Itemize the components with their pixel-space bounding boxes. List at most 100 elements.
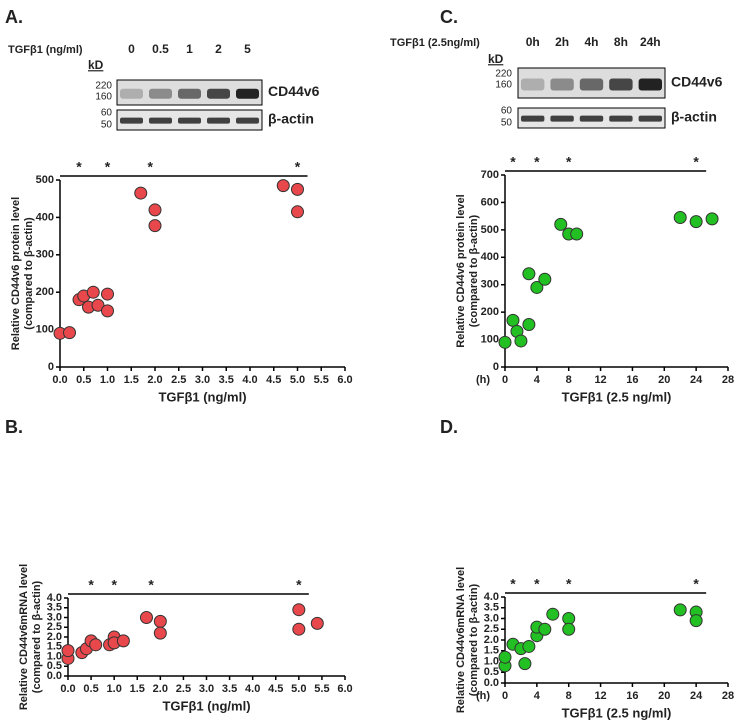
x-tick-label: 5.5 — [314, 374, 329, 386]
y-tick-label: 2.5 — [484, 623, 499, 635]
band — [149, 117, 172, 124]
x-tick-label: 1.0 — [100, 374, 115, 386]
y-tick-label: 1.5 — [47, 641, 62, 653]
y-tick-label: 3.0 — [484, 612, 499, 624]
data-point — [134, 186, 148, 200]
y-tick-label: 3.5 — [484, 602, 499, 614]
x-tick-label: 3.5 — [219, 374, 234, 386]
data-point — [148, 203, 162, 217]
band — [521, 78, 545, 91]
protein-label: β-actin — [268, 111, 314, 127]
significance-star: * — [693, 154, 699, 170]
marker-label: 220 — [495, 69, 512, 80]
x-tick-label: 4.0 — [242, 374, 257, 386]
marker-label: 50 — [501, 118, 513, 129]
x-axis-title: TGFβ1 (2.5 ng/ml) — [562, 705, 672, 720]
data-point — [705, 212, 719, 226]
significance-star: * — [510, 154, 516, 170]
data-point — [673, 603, 687, 617]
protein-label: β-actin — [671, 109, 717, 125]
band — [178, 117, 201, 124]
x-tick-label: 8 — [566, 690, 572, 702]
x-tick-label: 4.0 — [245, 683, 260, 695]
y-tick-label: 1.5 — [484, 645, 499, 657]
unit-label: kD — [488, 52, 504, 66]
x-unit-label: (h) — [476, 690, 490, 702]
data-point — [153, 614, 167, 628]
significance-star: * — [534, 154, 540, 170]
x-tick-label: 2.5 — [176, 683, 191, 695]
x-tick-label: 5.5 — [314, 683, 329, 695]
y-tick-label: 200 — [481, 306, 499, 318]
y-tick-label: 2.5 — [47, 621, 62, 633]
y-tick-label: 4.0 — [484, 591, 499, 603]
x-tick-label: 2.0 — [147, 374, 162, 386]
x-tick-label: 0.5 — [83, 683, 98, 695]
panel-label: A. — [5, 7, 23, 27]
band — [521, 115, 545, 122]
y-tick-label: 600 — [481, 196, 499, 208]
data-point — [101, 304, 114, 318]
y-tick-label: 2.0 — [47, 631, 62, 643]
x-tick-label: 1.5 — [124, 374, 139, 386]
x-tick-label: 2.5 — [171, 374, 186, 386]
panel-label: B. — [5, 417, 23, 437]
panel-label: D. — [440, 417, 458, 437]
band — [609, 115, 633, 122]
band — [236, 117, 259, 124]
x-tick-label: 3.0 — [199, 683, 214, 695]
y-tick-label: 0.0 — [484, 677, 499, 689]
data-point — [139, 611, 153, 624]
band — [178, 88, 201, 99]
significance-star: * — [148, 577, 154, 593]
y-axis-title: (compared to β-actin) — [31, 580, 43, 693]
x-tick-label: 0.0 — [52, 374, 67, 386]
y-tick-label: 2.0 — [484, 634, 499, 646]
data-point — [276, 179, 290, 193]
x-tick-label: 4 — [534, 374, 541, 386]
band — [236, 88, 259, 99]
data-point — [291, 205, 304, 219]
lane-label: 5 — [244, 42, 251, 56]
data-point — [292, 603, 306, 617]
y-axis-title: (compared to β-actin) — [468, 583, 480, 696]
data-point — [153, 626, 167, 640]
data-point — [562, 622, 576, 636]
x-tick-label: 6.0 — [337, 683, 352, 695]
y-tick-label: 700 — [481, 169, 499, 181]
data-point — [554, 217, 568, 231]
x-tick-label: 5.0 — [290, 374, 305, 386]
x-tick-label: 0.0 — [60, 683, 75, 695]
y-tick-label: 100 — [481, 333, 499, 345]
x-tick-label: 6.0 — [337, 374, 352, 386]
lane-label: 2h — [555, 35, 569, 49]
band — [638, 78, 662, 91]
y-tick-label: 4.0 — [47, 592, 62, 604]
band — [120, 117, 143, 124]
lane-label: 0h — [526, 35, 540, 49]
y-tick-label: 1.0 — [484, 655, 499, 667]
significance-star: * — [510, 576, 516, 592]
band — [579, 115, 604, 122]
y-tick-label: 1.0 — [47, 650, 62, 662]
data-point — [86, 285, 100, 299]
x-tick-label: 1.5 — [130, 683, 145, 695]
y-tick-label: 300 — [481, 279, 499, 291]
data-point — [522, 639, 536, 653]
data-point — [673, 211, 687, 225]
protein-label: CD44v6 — [671, 74, 723, 90]
marker-label: 60 — [101, 108, 113, 119]
marker-label: 220 — [95, 81, 112, 92]
y-tick-label: 3.0 — [47, 611, 62, 623]
unit-label: kD — [88, 58, 104, 72]
y-axis-title: (compared to β-actin) — [468, 214, 480, 327]
data-point — [91, 298, 105, 312]
y-axis-title: Relative CD44v6mRNA level — [455, 567, 467, 713]
x-unit-label: (h) — [476, 374, 490, 386]
y-tick-label: 100 — [36, 324, 54, 336]
x-tick-label: 28 — [722, 374, 734, 386]
x-tick-label: 4.5 — [268, 683, 283, 695]
lane-label: 4h — [584, 35, 598, 49]
x-tick-label: 0.5 — [76, 374, 91, 386]
significance-star: * — [105, 159, 111, 175]
